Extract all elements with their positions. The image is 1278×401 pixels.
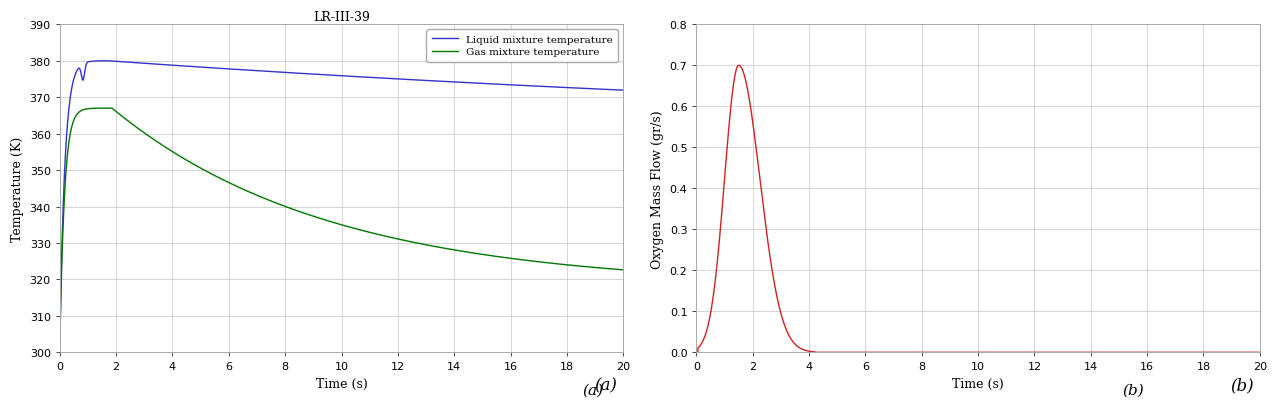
Liquid mixture temperature [390, 77, 405, 82]
Text: (a): (a) [594, 377, 617, 393]
Y-axis label: Temperature (K): Temperature (K) [12, 136, 24, 241]
Gas mixture temperature [390, 237, 405, 242]
Gas mixture temperature [419, 243, 435, 248]
Liquid mixture temperature [52, 339, 68, 344]
Legend: Liquid mixture temperature, Gas mixture temperature: Liquid mixture temperature, Gas mixture … [427, 30, 619, 63]
Title: LR-III-39: LR-III-39 [313, 11, 369, 24]
Y-axis label: Oxygen Mass Flow (gr/s): Oxygen Mass Flow (gr/s) [651, 110, 665, 268]
Gas mixture temperature [515, 258, 530, 263]
Line: Liquid mixture temperature: Liquid mixture temperature [60, 62, 624, 342]
Gas mixture temperature [616, 268, 631, 273]
Text: (b): (b) [1122, 383, 1144, 397]
Liquid mixture temperature [100, 59, 115, 64]
Liquid mixture temperature [473, 82, 488, 87]
Gas mixture temperature [105, 106, 120, 111]
Gas mixture temperature [52, 343, 68, 348]
X-axis label: Time (s): Time (s) [952, 377, 1005, 390]
Gas mixture temperature [267, 201, 282, 206]
Liquid mixture temperature [155, 63, 170, 68]
X-axis label: Time (s): Time (s) [316, 377, 367, 390]
Liquid mixture temperature [267, 70, 282, 75]
Liquid mixture temperature [419, 79, 435, 84]
Gas mixture temperature [473, 252, 488, 257]
Line: Gas mixture temperature: Gas mixture temperature [60, 109, 624, 345]
Text: (a): (a) [583, 383, 603, 397]
Liquid mixture temperature [616, 89, 631, 93]
Gas mixture temperature [155, 143, 170, 148]
Text: (b): (b) [1229, 377, 1254, 393]
Liquid mixture temperature [515, 84, 530, 89]
